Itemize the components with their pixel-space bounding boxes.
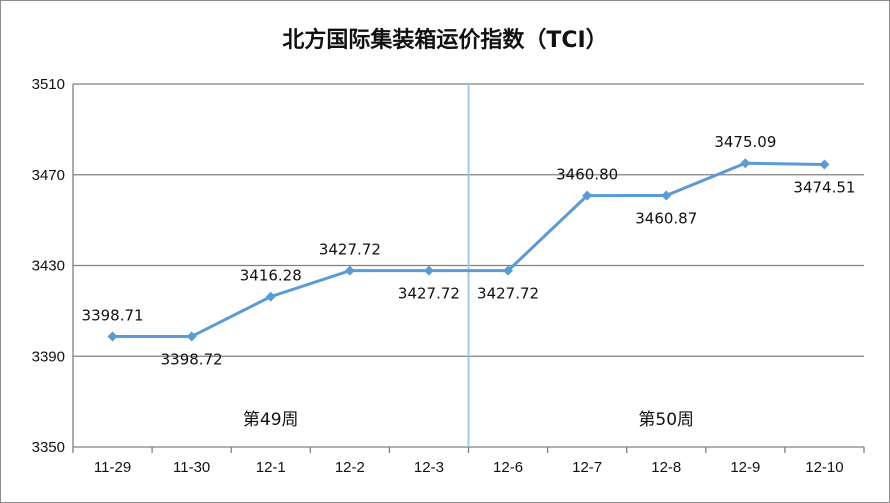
data-label: 3474.51 bbox=[793, 179, 855, 197]
chart-title: 北方国际集装箱运价指数（TCI） bbox=[282, 27, 607, 53]
data-point-marker bbox=[503, 265, 514, 276]
x-tick-label: 12-2 bbox=[335, 459, 365, 476]
data-label: 3427.72 bbox=[477, 285, 539, 303]
y-tick-label: 3430 bbox=[32, 258, 65, 275]
week-annotations: 第49周 第50周 bbox=[243, 410, 694, 430]
x-tick-label: 12-6 bbox=[493, 459, 523, 476]
x-tick-label: 11-30 bbox=[173, 459, 210, 476]
series-tci bbox=[107, 158, 830, 342]
data-point-marker bbox=[186, 331, 197, 342]
y-tick-label: 3470 bbox=[32, 167, 65, 184]
data-point-marker bbox=[819, 159, 830, 170]
y-tick-label: 3350 bbox=[32, 439, 65, 456]
x-tick-label: 12-3 bbox=[414, 459, 444, 476]
data-label: 3427.72 bbox=[319, 241, 381, 259]
data-point-marker bbox=[582, 190, 593, 201]
y-tick-label: 3510 bbox=[32, 76, 65, 93]
x-tick-label: 12-7 bbox=[572, 459, 602, 476]
data-label: 3398.72 bbox=[161, 350, 223, 368]
data-point-marker bbox=[740, 158, 751, 169]
x-tick-label: 12-9 bbox=[730, 459, 760, 476]
data-label: 3475.09 bbox=[714, 133, 776, 151]
data-point-marker bbox=[661, 190, 672, 201]
week-annotation: 第50周 bbox=[638, 410, 694, 430]
data-labels: 3398.71 3398.72 3416.28 3427.72 3427.72 3427.… bbox=[82, 133, 856, 368]
data-label: 3398.71 bbox=[82, 306, 144, 324]
data-point-marker bbox=[344, 265, 355, 276]
data-point-marker bbox=[107, 331, 118, 342]
data-point-marker bbox=[423, 265, 434, 276]
x-tick-label: 11-29 bbox=[94, 459, 131, 476]
data-label: 3460.80 bbox=[556, 166, 618, 184]
week-annotation: 第49周 bbox=[243, 410, 299, 430]
y-tick-label: 3390 bbox=[32, 348, 65, 365]
x-tick-label: 12-10 bbox=[805, 459, 843, 476]
data-point-marker bbox=[265, 291, 276, 302]
data-label: 3460.87 bbox=[635, 209, 697, 227]
data-label: 3427.72 bbox=[398, 285, 460, 303]
data-label: 3416.28 bbox=[240, 267, 302, 285]
x-tick-label: 12-1 bbox=[256, 459, 286, 476]
x-tick-label: 12-8 bbox=[651, 459, 681, 476]
series-line bbox=[112, 161, 825, 338]
